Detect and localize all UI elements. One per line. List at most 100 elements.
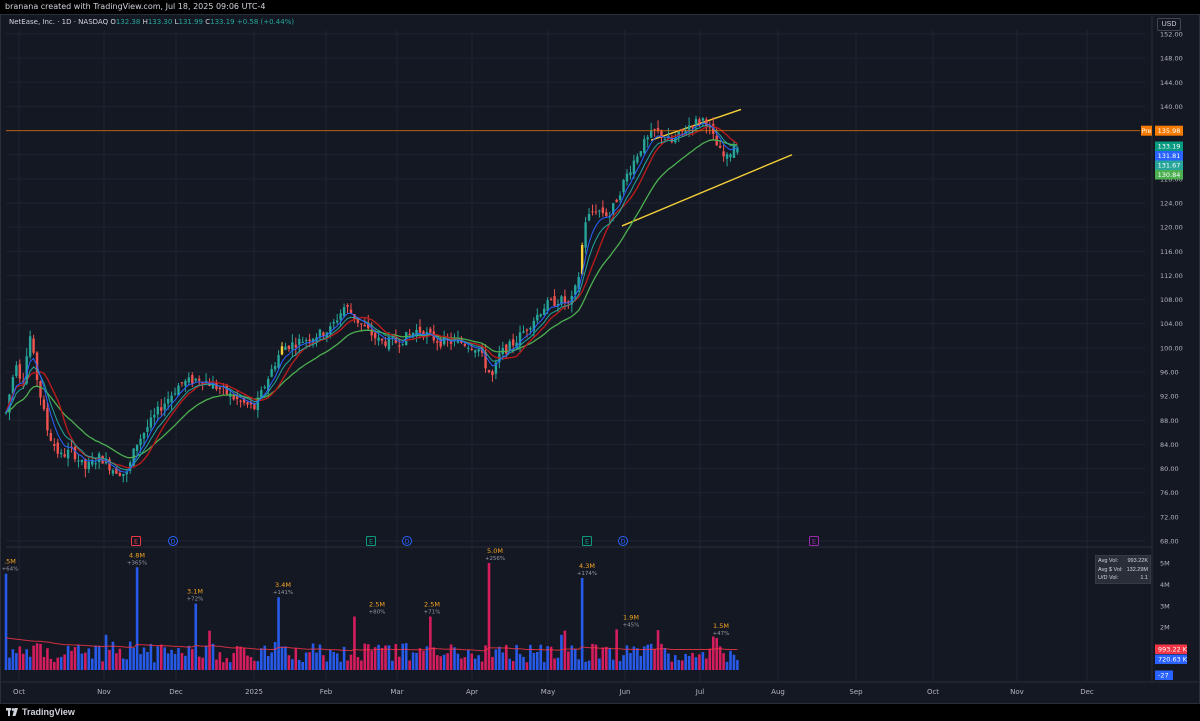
volume-bar[interactable] — [59, 656, 63, 670]
volume-bar[interactable] — [108, 649, 111, 670]
volume-bar[interactable] — [87, 648, 91, 670]
volume-bar[interactable] — [480, 661, 484, 670]
volume-bar[interactable] — [242, 648, 246, 670]
candle-body[interactable] — [280, 346, 284, 355]
volume-bar[interactable] — [239, 646, 242, 670]
candle-body[interactable] — [487, 370, 491, 373]
candle-body[interactable] — [367, 322, 370, 329]
candle-body[interactable] — [522, 331, 525, 333]
candle-body[interactable] — [646, 137, 649, 140]
volume-bar[interactable] — [477, 655, 480, 670]
volume-bar[interactable] — [25, 649, 28, 670]
candle-body[interactable] — [729, 154, 732, 158]
volume-bar[interactable] — [329, 649, 332, 670]
volume-bar[interactable] — [525, 662, 529, 670]
volume-bar[interactable] — [84, 652, 87, 670]
candle-body[interactable] — [563, 296, 567, 304]
volume-bar[interactable] — [235, 646, 239, 670]
volume-bar[interactable] — [384, 645, 387, 670]
volume-bar[interactable] — [249, 656, 253, 670]
volume-bar[interactable] — [184, 655, 187, 670]
candle-body[interactable] — [636, 156, 639, 163]
candle-body[interactable] — [649, 130, 653, 138]
candle-body[interactable] — [380, 338, 384, 341]
candle-body[interactable] — [298, 338, 301, 345]
volume-bar[interactable] — [491, 656, 494, 670]
candle-body[interactable] — [508, 341, 511, 351]
candle-body[interactable] — [125, 472, 128, 475]
candle-body[interactable] — [484, 351, 487, 369]
candle-body[interactable] — [442, 337, 446, 345]
volume-bar[interactable] — [342, 646, 346, 670]
volume-bar[interactable] — [194, 603, 198, 670]
symbol-legend[interactable]: NetEase, Inc. · 1D · NASDAQ O132.38 H133… — [9, 18, 294, 26]
volume-bar[interactable] — [625, 645, 629, 670]
volume-bar[interactable] — [435, 655, 439, 670]
candle-body[interactable] — [543, 308, 546, 316]
candle-body[interactable] — [32, 338, 35, 353]
candle-body[interactable] — [56, 442, 59, 454]
volume-bar[interactable] — [422, 650, 425, 670]
candle-body[interactable] — [332, 322, 335, 324]
candle-body[interactable] — [736, 147, 739, 153]
volume-bar[interactable] — [111, 641, 115, 670]
candle-body[interactable] — [153, 414, 156, 418]
candle-body[interactable] — [418, 326, 422, 333]
candle-body[interactable] — [353, 314, 356, 320]
candle-body[interactable] — [594, 211, 598, 213]
candle-body[interactable] — [429, 328, 432, 333]
volume-bar[interactable] — [139, 654, 142, 670]
volume-bar[interactable] — [546, 646, 549, 670]
candle-body[interactable] — [177, 385, 180, 396]
candle-body[interactable] — [149, 417, 153, 428]
volume-bar[interactable] — [622, 655, 625, 670]
volume-bar[interactable] — [684, 653, 687, 670]
candle-body[interactable] — [629, 172, 632, 176]
candle-body[interactable] — [494, 362, 498, 374]
volume-bar[interactable] — [705, 658, 708, 670]
candle-body[interactable] — [584, 222, 587, 248]
candle-body[interactable] — [701, 118, 705, 121]
candle-body[interactable] — [356, 317, 360, 323]
candle-body[interactable] — [653, 129, 656, 131]
volume-bar[interactable] — [694, 657, 698, 670]
candle-body[interactable] — [142, 433, 146, 439]
candle-body[interactable] — [80, 459, 84, 463]
volume-bar[interactable] — [8, 657, 11, 670]
candle-body[interactable] — [349, 309, 353, 314]
candle-body[interactable] — [25, 356, 28, 384]
volume-bar[interactable] — [711, 636, 715, 670]
volume-bar[interactable] — [398, 656, 401, 670]
candle-body[interactable] — [191, 375, 194, 384]
volume-bar[interactable] — [649, 643, 653, 670]
volume-bar[interactable] — [191, 648, 194, 670]
lower-trendline[interactable] — [621, 154, 793, 227]
candle-body[interactable] — [156, 406, 159, 415]
volume-bar[interactable] — [698, 654, 701, 670]
volume-bar[interactable] — [408, 660, 411, 670]
candle-body[interactable] — [618, 195, 622, 201]
volume-bar[interactable] — [149, 643, 153, 670]
volume-bar[interactable] — [135, 567, 139, 670]
candle-body[interactable] — [463, 343, 467, 346]
volume-bar[interactable] — [708, 648, 712, 670]
volume-bar[interactable] — [415, 652, 418, 670]
volume-bar[interactable] — [18, 646, 22, 670]
volume-bar[interactable] — [629, 653, 632, 670]
volume-bar[interactable] — [373, 647, 377, 670]
candle-body[interactable] — [287, 345, 291, 350]
candle-body[interactable] — [160, 407, 163, 411]
volume-bar[interactable] — [404, 643, 408, 670]
volume-bar[interactable] — [263, 645, 267, 670]
candle-body[interactable] — [215, 382, 218, 390]
volume-bar[interactable] — [70, 650, 73, 670]
candle-body[interactable] — [732, 146, 736, 158]
volume-bar[interactable] — [687, 656, 691, 670]
volume-bar[interactable] — [677, 660, 681, 670]
volume-bar[interactable] — [611, 659, 615, 670]
volume-bar[interactable] — [349, 654, 353, 670]
candle-body[interactable] — [387, 337, 391, 350]
volume-bar[interactable] — [308, 652, 311, 670]
volume-bar[interactable] — [642, 646, 646, 670]
candle-body[interactable] — [42, 399, 46, 410]
